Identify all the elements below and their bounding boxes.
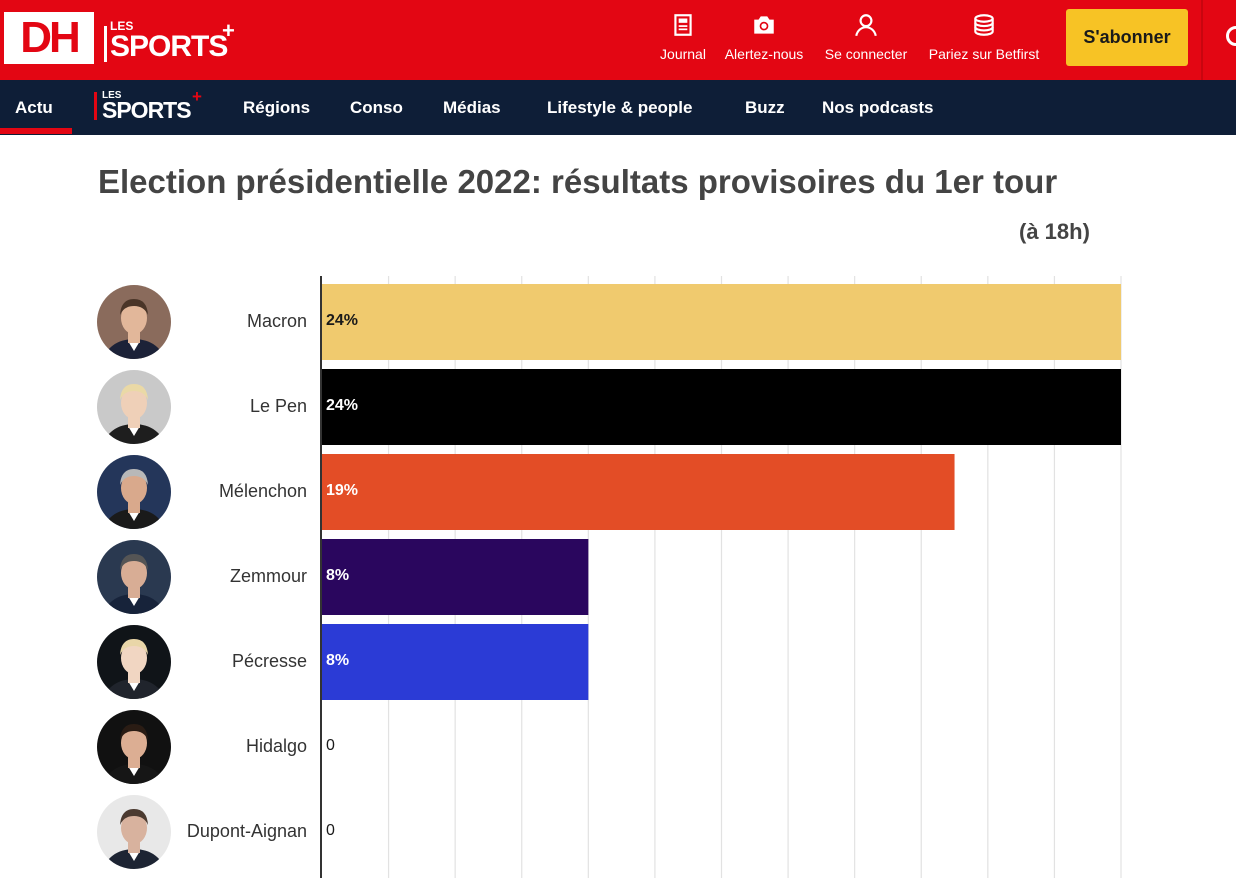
alertez-nous-button[interactable]: Alertez-nous xyxy=(720,12,808,68)
bar-zemmour xyxy=(322,539,589,615)
journal-label: Journal xyxy=(660,46,706,62)
nav-item-actu[interactable]: Actu xyxy=(15,97,53,117)
candidate-name: Mélenchon xyxy=(218,481,307,501)
nav-item-conso[interactable]: Conso xyxy=(350,97,403,117)
se-connecter-button[interactable]: Se connecter xyxy=(819,12,913,68)
search-icon[interactable] xyxy=(1226,26,1236,46)
candidate-avatar xyxy=(97,540,171,614)
newspaper-icon xyxy=(674,14,692,36)
candidate-name: Pécresse xyxy=(231,651,307,671)
candidate-avatar xyxy=(97,370,171,444)
results-chart: Macron 24% Le Pen 24% Mélenchon 19% Zemmour 8% P… xyxy=(0,270,1236,878)
nav-item-regions[interactable]: Régions xyxy=(243,97,311,117)
candidate-name: Le Pen xyxy=(249,396,307,416)
top-header: DH LES SPORTS + Journal Alertez-nous Se … xyxy=(0,0,1236,80)
logo-plus-text: + xyxy=(222,18,235,43)
dh-logo[interactable]: DH xyxy=(4,12,94,64)
user-icon xyxy=(855,14,877,37)
journal-button[interactable]: Journal xyxy=(656,12,710,68)
nav-item-podcasts[interactable]: Nos podcasts xyxy=(822,97,934,117)
nav-active-indicator xyxy=(0,128,72,134)
candidate-avatar xyxy=(97,710,171,784)
candidate-avatar xyxy=(97,285,171,359)
candidate-name: Macron xyxy=(246,311,307,331)
nav-item-buzz[interactable]: Buzz xyxy=(745,97,785,117)
alertez-nous-label: Alertez-nous xyxy=(724,46,804,62)
nav-sports-word: SPORTS xyxy=(102,97,192,123)
nav-sports-plus: + xyxy=(192,87,202,106)
se-connecter-label: Se connecter xyxy=(824,46,908,62)
bar-m-lenchon xyxy=(322,454,955,530)
bar-value-label: 8% xyxy=(326,567,350,584)
nav-item-medias[interactable]: Médias xyxy=(443,97,501,117)
chart-subtitle: (à 18h) xyxy=(1019,219,1090,244)
logo-sports-text: SPORTS xyxy=(110,30,228,63)
subscribe-button[interactable]: S'abonner xyxy=(1066,9,1188,66)
nav-item-lifestyle[interactable]: Lifestyle & people xyxy=(547,97,693,117)
camera-icon xyxy=(754,16,774,34)
bar-value-label: 8% xyxy=(326,652,350,669)
chart-canvas xyxy=(320,276,1122,878)
candidate-avatar xyxy=(97,455,171,529)
bar-value-label: 0 xyxy=(326,822,335,839)
betfirst-label: Pariez sur Betfirst xyxy=(928,46,1040,62)
bar-value-label: 19% xyxy=(326,482,359,499)
bar-value-label: 24% xyxy=(326,397,359,414)
bar-macron xyxy=(322,284,1121,360)
nav-sports-divider xyxy=(94,92,97,120)
logo-les-text: LES xyxy=(110,19,134,33)
header-divider xyxy=(1201,0,1203,80)
candidate-avatar xyxy=(97,625,171,699)
main-navigation: Actu Régions Conso Médias Lifestyle & pe… xyxy=(0,80,1236,135)
dh-logo-text: DH xyxy=(20,13,81,62)
candidate-name: Dupont-Aignan xyxy=(186,821,307,841)
nav-item-sports[interactable]: LES SPORTS + xyxy=(94,87,206,124)
candidate-name: Zemmour xyxy=(229,566,307,586)
nav-sports-les: LES xyxy=(102,90,122,101)
bar-value-label: 24% xyxy=(326,312,359,329)
candidate-avatar xyxy=(97,795,171,869)
logo-divider xyxy=(104,26,107,62)
candidate-name: Hidalgo xyxy=(245,736,307,756)
bar-value-label: 0 xyxy=(326,737,335,754)
coins-icon xyxy=(974,14,994,36)
bar-le-pen xyxy=(322,369,1121,445)
chart-title: Election présidentielle 2022: résultats … xyxy=(98,163,1058,200)
bar-p-cresse xyxy=(322,624,589,700)
betfirst-button[interactable]: Pariez sur Betfirst xyxy=(922,12,1046,68)
